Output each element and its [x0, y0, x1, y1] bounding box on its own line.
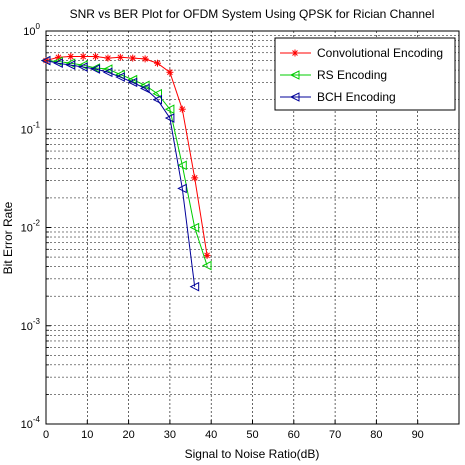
- y-tick-label: 10-3: [21, 317, 41, 333]
- data-point-triangle: [127, 77, 138, 88]
- data-point-triangle: [189, 222, 200, 233]
- data-point-triangle: [201, 260, 212, 271]
- data-point-star: [154, 59, 162, 67]
- data-point-star: [141, 55, 149, 63]
- data-point-star: [92, 53, 100, 61]
- data-point-triangle: [189, 281, 200, 292]
- x-tick-label: 90: [412, 429, 424, 441]
- data-point-triangle: [65, 60, 76, 70]
- data-point-triangle: [115, 72, 125, 82]
- data-point-triangle: [152, 94, 163, 105]
- data-point-star: [166, 68, 174, 76]
- data-point-star: [203, 251, 211, 259]
- series-layer: [40, 53, 212, 292]
- series-line: [45, 60, 208, 266]
- series-convolutional-encoding: [42, 53, 211, 259]
- series-line: [45, 60, 196, 287]
- data-point-star: [79, 53, 87, 61]
- data-point-star: [67, 53, 75, 61]
- data-point-triangle: [102, 67, 113, 78]
- data-point-triangle: [78, 62, 88, 72]
- data-point-triangle: [177, 183, 187, 194]
- data-point-triangle: [164, 104, 175, 115]
- x-tick-label: 20: [122, 429, 134, 441]
- x-tick-label: 70: [329, 429, 341, 441]
- legend: Convolutional Encoding RS Encoding BCH Enc…: [274, 37, 456, 111]
- x-tick-label: 0: [43, 429, 49, 441]
- data-point-star: [129, 54, 137, 62]
- x-tick-label: 60: [288, 429, 300, 441]
- data-point-triangle: [90, 64, 101, 74]
- x-axis-label: Signal to Noise Ratio(dB): [185, 447, 320, 461]
- legend-item: RS Encoding: [280, 68, 387, 82]
- data-point-star: [191, 174, 199, 182]
- legend-label: BCH Encoding: [317, 90, 396, 104]
- data-point-triangle: [152, 88, 163, 99]
- x-tick-label: 10: [81, 429, 93, 441]
- data-point-triangle: [53, 58, 63, 69]
- data-point-star: [104, 54, 112, 62]
- data-point-triangle: [177, 160, 187, 171]
- legend-label: Convolutional Encoding: [317, 46, 443, 60]
- y-tick-label: 10-2: [21, 219, 41, 235]
- y-axis-label: Bit Error Rate: [1, 201, 15, 274]
- y-tick-label: 10-4: [21, 415, 41, 431]
- data-point-triangle: [40, 55, 51, 66]
- chart-title: SNR vs BER Plot for OFDM System Using QP…: [70, 7, 435, 21]
- legend-label: RS Encoding: [317, 68, 387, 82]
- data-point-star: [178, 105, 186, 113]
- series-bch-encoding: [40, 55, 200, 292]
- x-tick-label: 80: [370, 429, 382, 441]
- ticks: 0 10 20 30 40 50 60 70 80 90 10-4 10-3 10-2 10-1 100: [21, 22, 424, 441]
- y-tick-label: 100: [23, 22, 40, 38]
- legend-item: BCH Encoding: [280, 90, 396, 104]
- data-point-triangle: [140, 83, 150, 94]
- data-point-triangle: [289, 92, 300, 102]
- data-point-triangle: [289, 70, 300, 80]
- y-tick-label: 10-1: [21, 120, 41, 136]
- x-tick-label: 50: [246, 429, 258, 441]
- x-tick-label: 40: [205, 429, 217, 441]
- data-point-star: [116, 53, 124, 61]
- legend-box: [274, 37, 456, 111]
- data-point-star: [291, 49, 299, 57]
- x-tick-label: 30: [164, 429, 176, 441]
- data-point-triangle: [164, 113, 175, 123]
- legend-item: Convolutional Encoding: [280, 46, 443, 60]
